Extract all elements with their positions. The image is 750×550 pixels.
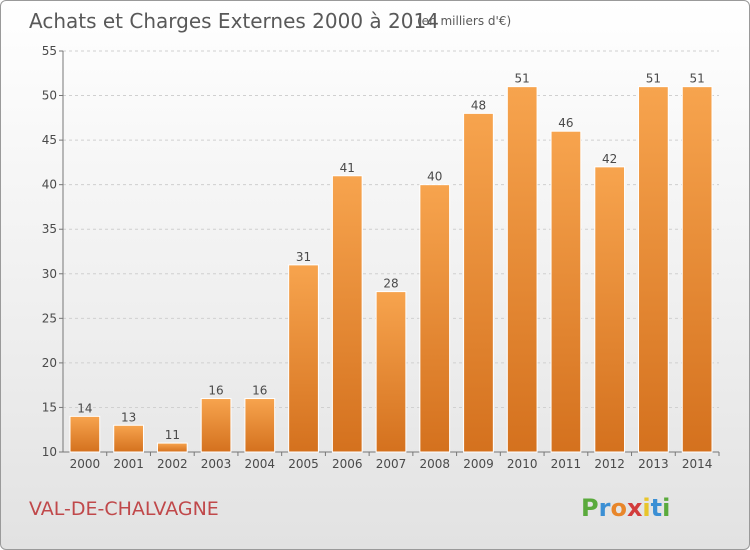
x-tick-label: 2005 <box>288 457 319 471</box>
chart-subtitle: (en milliers d'€) <box>417 14 511 28</box>
commune-name: VAL-DE-CHALVAGNE <box>29 498 219 520</box>
logo-letter: r <box>599 494 611 522</box>
bar-2009 <box>463 112 494 453</box>
proxiti-logo: Proxiti <box>581 494 670 522</box>
data-labels: 14 13 11 16 16 31 41 28 40 48 51 46 42 51 51 <box>77 72 705 442</box>
x-tick-label: 2009 <box>463 457 494 471</box>
y-tick-label: 25 <box>42 311 57 325</box>
bar-2004 <box>244 398 276 453</box>
x-tick-label: 2008 <box>419 457 450 471</box>
data-label-2005: 31 <box>296 250 311 264</box>
x-tick-label: 2001 <box>113 457 144 471</box>
bars <box>69 86 713 453</box>
x-tick-label: 2004 <box>245 457 276 471</box>
bar-2014 <box>681 86 713 453</box>
bar-2010 <box>506 86 538 453</box>
x-tick-label: 2014 <box>682 457 713 471</box>
x-tick-label: 2000 <box>70 457 101 471</box>
data-label-2009: 48 <box>471 98 486 112</box>
bar-2013 <box>638 86 669 453</box>
data-label-2013: 51 <box>646 72 661 86</box>
bar-2005 <box>288 264 319 453</box>
y-tick-label: 30 <box>42 267 57 281</box>
x-axis-ticks: 2000 2001 2002 2003 2004 2005 2006 2007 2008 2009… <box>70 452 720 471</box>
y-tick-label: 40 <box>42 178 57 192</box>
y-tick-label: 20 <box>42 356 57 370</box>
logo-letter: P <box>581 494 599 522</box>
bar-2002 <box>156 442 188 453</box>
bar-2008 <box>419 184 451 453</box>
x-tick-label: 2013 <box>638 457 669 471</box>
y-tick-label: 15 <box>42 400 57 414</box>
data-label-2003: 16 <box>208 384 223 398</box>
y-tick-label: 45 <box>42 133 57 147</box>
bar-2012 <box>594 166 626 453</box>
logo-letter: t <box>651 494 662 522</box>
y-tick-label: 10 <box>42 445 57 459</box>
data-label-2011: 46 <box>558 116 573 130</box>
logo-letter: o <box>610 494 627 522</box>
x-tick-label: 2011 <box>551 457 582 471</box>
data-label-2006: 41 <box>340 161 355 175</box>
x-tick-label: 2012 <box>594 457 625 471</box>
x-tick-label: 2006 <box>332 457 363 471</box>
x-tick-label: 2007 <box>376 457 407 471</box>
x-tick-label: 2010 <box>507 457 538 471</box>
x-tick-label: 2002 <box>157 457 188 471</box>
data-label-2012: 42 <box>602 152 617 166</box>
y-tick-label: 35 <box>42 222 57 236</box>
bar-2000 <box>69 415 101 453</box>
data-label-2004: 16 <box>252 384 267 398</box>
data-label-2010: 51 <box>515 72 530 86</box>
bar-2006 <box>331 175 363 453</box>
bar-2001 <box>113 424 144 453</box>
data-label-2002: 11 <box>165 428 180 442</box>
y-tick-label: 50 <box>42 89 57 103</box>
data-label-2007: 28 <box>383 277 398 291</box>
y-tick-label: 55 <box>42 44 57 58</box>
data-label-2014: 51 <box>689 72 704 86</box>
data-label-2000: 14 <box>77 401 92 415</box>
x-tick-label: 2003 <box>201 457 232 471</box>
logo-letter: x <box>627 494 643 522</box>
chart-title: Achats et Charges Externes 2000 à 2014 <box>29 9 439 33</box>
logo-letter: i <box>642 494 650 522</box>
data-label-2001: 13 <box>121 410 136 424</box>
bar-2007 <box>375 291 407 453</box>
logo-letter: i <box>662 494 670 522</box>
bar-2003 <box>200 398 232 453</box>
y-axis-ticks: 10 15 20 25 30 35 40 45 50 55 <box>42 44 63 459</box>
bar-2011 <box>550 130 582 453</box>
data-label-2008: 40 <box>427 170 442 184</box>
